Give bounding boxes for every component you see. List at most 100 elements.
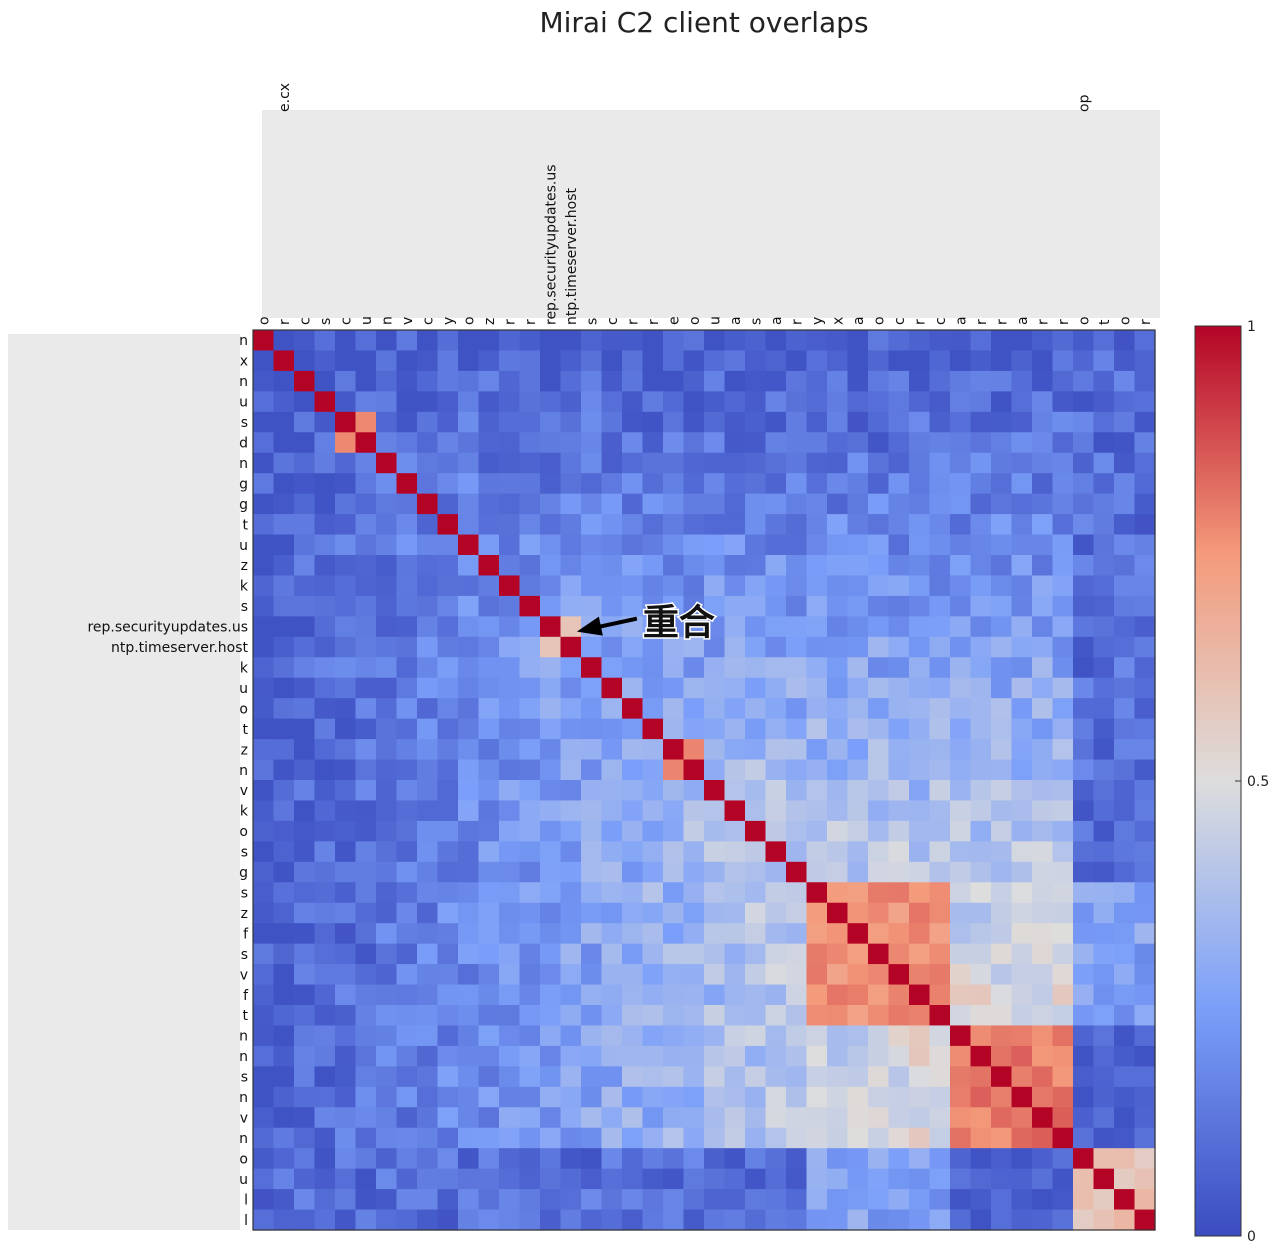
- heatmap-cell: [1134, 432, 1156, 454]
- heatmap-cell: [929, 1086, 951, 1108]
- heatmap-cell: [950, 1189, 972, 1211]
- heatmap-cell: [765, 514, 787, 536]
- heatmap-cell: [1134, 923, 1156, 945]
- heatmap-cell: [765, 1168, 787, 1190]
- row-label: n: [239, 333, 248, 349]
- heatmap-cell: [642, 473, 664, 495]
- heatmap-cell: [560, 780, 582, 802]
- heatmap-cell: [683, 1045, 705, 1067]
- heatmap-cell: [622, 882, 644, 904]
- heatmap-cell: [1052, 718, 1074, 740]
- heatmap-cell: [1011, 1189, 1033, 1211]
- heatmap-cell: [622, 411, 644, 433]
- heatmap-cell: [745, 657, 767, 679]
- heatmap-cell: [704, 1005, 726, 1027]
- heatmap-cell: [1114, 902, 1136, 924]
- heatmap-cell: [1032, 473, 1054, 495]
- heatmap-cell: [437, 1107, 459, 1129]
- heatmap-cell: [478, 677, 500, 699]
- heatmap-cell: [745, 923, 767, 945]
- heatmap-cell: [458, 718, 480, 740]
- heatmap-cell: [1114, 984, 1136, 1006]
- heatmap-cell: [929, 718, 951, 740]
- heatmap-cell: [724, 391, 746, 413]
- heatmap-cell: [581, 1189, 603, 1211]
- heatmap-cell: [683, 452, 705, 474]
- heatmap-cell: [724, 964, 746, 986]
- heatmap-cell: [868, 718, 890, 740]
- row-label: n: [239, 1090, 248, 1106]
- heatmap-cell: [765, 1209, 787, 1231]
- heatmap-cell: [294, 575, 316, 597]
- heatmap-cell: [847, 452, 869, 474]
- heatmap-cell: [991, 555, 1013, 577]
- heatmap-cell: [765, 452, 787, 474]
- heatmap-cell: [991, 370, 1013, 392]
- heatmap-cell: [601, 1066, 623, 1088]
- heatmap-cell: [991, 1107, 1013, 1129]
- heatmap-cell: [786, 452, 808, 474]
- heatmap-cell: [396, 452, 418, 474]
- heatmap-cell: [581, 534, 603, 556]
- heatmap-cell: [1114, 1005, 1136, 1027]
- heatmap-cell: [970, 902, 992, 924]
- heatmap-cell: [642, 657, 664, 679]
- heatmap-cell: [868, 616, 890, 638]
- heatmap-cell: [1114, 1168, 1136, 1190]
- heatmap-cell: [765, 616, 787, 638]
- heatmap-cell: [765, 1025, 787, 1047]
- heatmap-cell: [417, 452, 439, 474]
- heatmap-cell: [929, 780, 951, 802]
- heatmap-cell: [294, 370, 316, 392]
- heatmap-cell: [581, 473, 603, 495]
- heatmap-cell: [950, 964, 972, 986]
- heatmap-cell: [745, 616, 767, 638]
- heatmap-cell: [950, 1045, 972, 1067]
- heatmap-cell: [663, 861, 685, 883]
- heatmap-cell: [683, 534, 705, 556]
- heatmap-cell: [253, 1066, 275, 1088]
- heatmap-cell: [786, 370, 808, 392]
- column-label: o: [871, 316, 887, 325]
- heatmap-cell: [704, 698, 726, 720]
- heatmap-cell: [827, 1066, 849, 1088]
- column-label: a: [728, 316, 744, 325]
- heatmap-cell: [786, 677, 808, 699]
- heatmap-cell: [663, 759, 685, 781]
- heatmap-cell: [1052, 1189, 1074, 1211]
- heatmap-cell: [1032, 555, 1054, 577]
- heatmap-cell: [335, 432, 357, 454]
- heatmap-cell: [253, 943, 275, 965]
- heatmap-cell: [745, 1107, 767, 1129]
- heatmap-cell: [724, 575, 746, 597]
- heatmap-cell: [519, 636, 541, 658]
- heatmap-cell: [396, 800, 418, 822]
- heatmap-cell: [417, 1025, 439, 1047]
- heatmap-cell: [540, 575, 562, 597]
- heatmap-cell: [786, 616, 808, 638]
- heatmap-cell: [376, 452, 398, 474]
- heatmap-cell: [765, 902, 787, 924]
- heatmap-cell: [847, 718, 869, 740]
- heatmap-cell: [417, 1189, 439, 1211]
- heatmap-cell: [335, 964, 357, 986]
- heatmap-cell: [806, 1189, 828, 1211]
- heatmap-cell: [704, 452, 726, 474]
- heatmap-cell: [335, 1107, 357, 1129]
- heatmap-cell: [478, 780, 500, 802]
- colorbar-ticks: 00.51: [1235, 319, 1269, 1245]
- heatmap-cell: [868, 1148, 890, 1170]
- heatmap-cell: [888, 595, 910, 617]
- heatmap-cell: [335, 677, 357, 699]
- heatmap-cell: [683, 595, 705, 617]
- heatmap-cell: [683, 1005, 705, 1027]
- heatmap-cell: [437, 902, 459, 924]
- heatmap-cell: [888, 902, 910, 924]
- heatmap-cell: [950, 820, 972, 842]
- heatmap-cell: [294, 657, 316, 679]
- heatmap-cell: [1011, 882, 1033, 904]
- heatmap-cell: [1011, 370, 1033, 392]
- heatmap-cell: [970, 882, 992, 904]
- heatmap-cell: [253, 575, 275, 597]
- heatmap-cell: [601, 841, 623, 863]
